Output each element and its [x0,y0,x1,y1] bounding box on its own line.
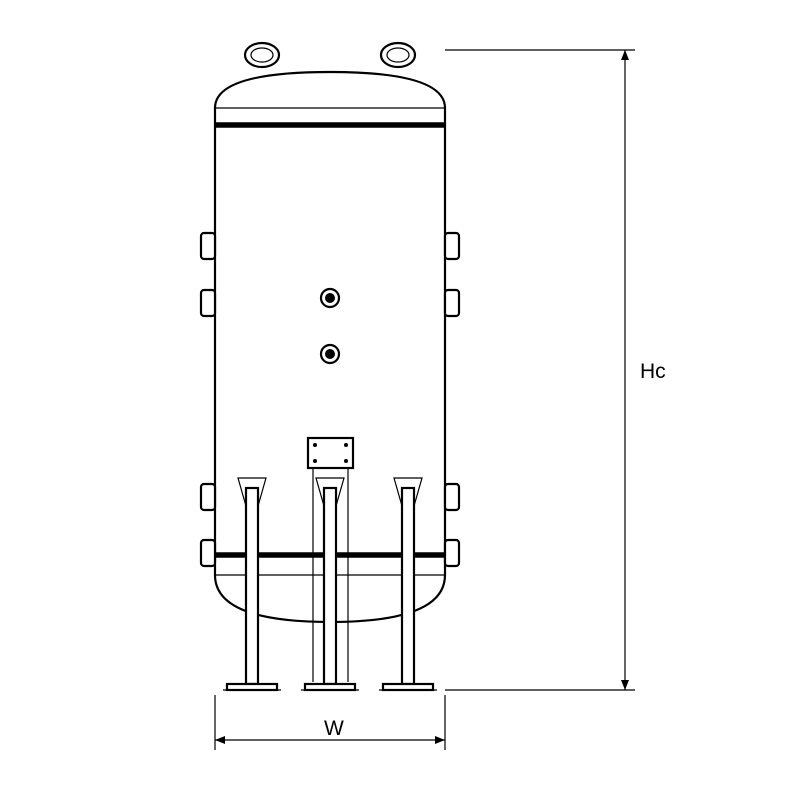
tank-foot [383,684,433,690]
tank-foot [305,684,355,690]
dim-height-label: Hc [640,360,666,383]
dim-width-label: W [324,717,344,740]
side-nozzle-left [201,540,215,566]
side-nozzle-right [445,233,459,259]
side-nozzle-left [201,484,215,510]
tank-foot [227,684,277,690]
side-nozzle-left [201,233,215,259]
nameplate [308,438,353,468]
side-nozzle-right [445,540,459,566]
side-nozzle-right [445,484,459,510]
lifting-lug [381,43,415,67]
tank-top-dome [215,72,445,108]
tank-leg [324,488,336,684]
tank-leg [246,488,258,684]
lifting-lug [245,43,279,67]
tank-leg [402,488,414,684]
side-nozzle-right [445,290,459,316]
side-nozzle-left [201,290,215,316]
